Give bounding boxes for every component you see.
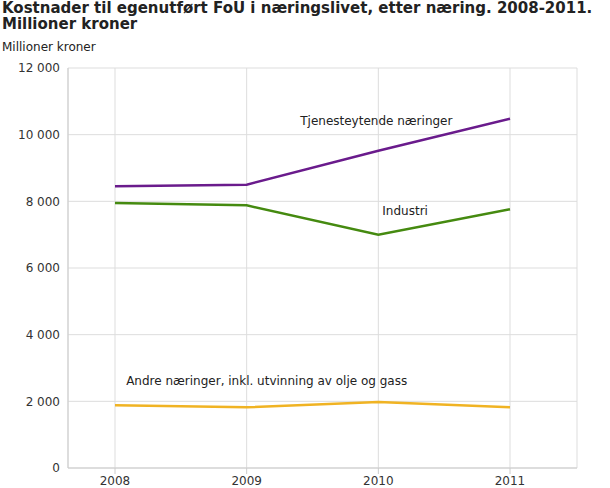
- svg-text:2008: 2008: [100, 474, 131, 488]
- svg-text:2009: 2009: [231, 474, 262, 488]
- svg-text:2 000: 2 000: [26, 395, 60, 409]
- svg-text:12 000: 12 000: [18, 61, 60, 75]
- svg-text:2010: 2010: [363, 474, 394, 488]
- svg-text:8 000: 8 000: [26, 195, 60, 209]
- html-text:Kostnader til egenutført FoU i: Kostnader til egenutført FoU i næringsli…: [2, 0, 593, 33]
- svg-text:Andre næringer, inkl. utvinnin: Andre næringer, inkl. utvinning av olje …: [126, 374, 407, 388]
- svg-text:2011: 2011: [495, 474, 526, 488]
- html-text:Millioner kroner: Millioner kroner: [2, 40, 96, 54]
- svg-text:Tjenesteytende næringer: Tjenesteytende næringer: [299, 114, 452, 128]
- svg-text:Industri: Industri: [382, 204, 428, 218]
- svg-text:4 000: 4 000: [26, 328, 60, 342]
- svg-text:0: 0: [52, 461, 60, 475]
- svg-text:6 000: 6 000: [26, 261, 60, 275]
- svg-text:10 000: 10 000: [18, 128, 60, 142]
